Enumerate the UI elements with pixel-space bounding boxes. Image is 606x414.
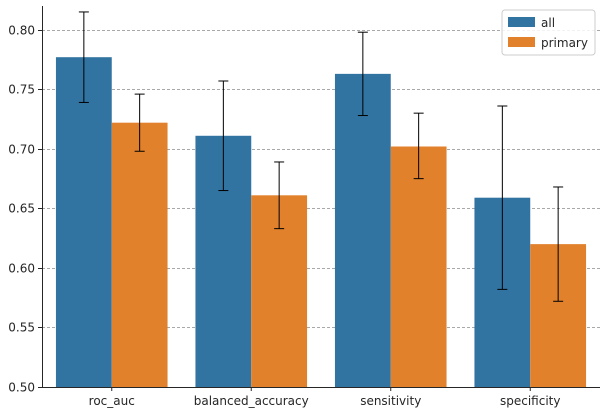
x-axis-ticks: roc_auc balanced_accuracy sensitivity speci…: [89, 387, 560, 408]
bar-primary-roc-auc: [111, 122, 168, 388]
x-tick-label-specificity: specificity: [500, 394, 560, 408]
y-tick-label: 0.65: [8, 202, 35, 216]
bar-primary-sensitivity: [390, 146, 447, 387]
legend-swatch-primary: [508, 37, 535, 47]
y-tick-label: 0.75: [8, 83, 35, 97]
axes: [42, 6, 600, 388]
y-tick-label: 0.80: [8, 24, 35, 38]
y-tick-label: 0.55: [8, 321, 35, 335]
x-tick-label-sensitivity: sensitivity: [360, 394, 421, 408]
bar-all-roc-auc: [55, 57, 112, 388]
y-tick-label: 0.50: [8, 381, 35, 395]
bar-all-sensitivity: [334, 73, 391, 387]
y-tick-label: 0.70: [8, 143, 35, 157]
legend-swatch-all: [508, 17, 535, 27]
legend-label-all: all: [541, 16, 555, 30]
legend-label-primary: primary: [541, 36, 588, 50]
x-tick-label-balanced-accuracy: balanced_accuracy: [194, 394, 309, 408]
y-tick-label: 0.60: [8, 262, 35, 276]
y-axis-ticks: 0.50 0.55 0.60 0.65 0.70 0.75 0.80: [8, 24, 42, 395]
error-bars: [78, 11, 564, 302]
x-tick-label-roc-auc: roc_auc: [89, 394, 135, 408]
legend: all primary: [501, 9, 596, 56]
bars: [55, 57, 587, 388]
